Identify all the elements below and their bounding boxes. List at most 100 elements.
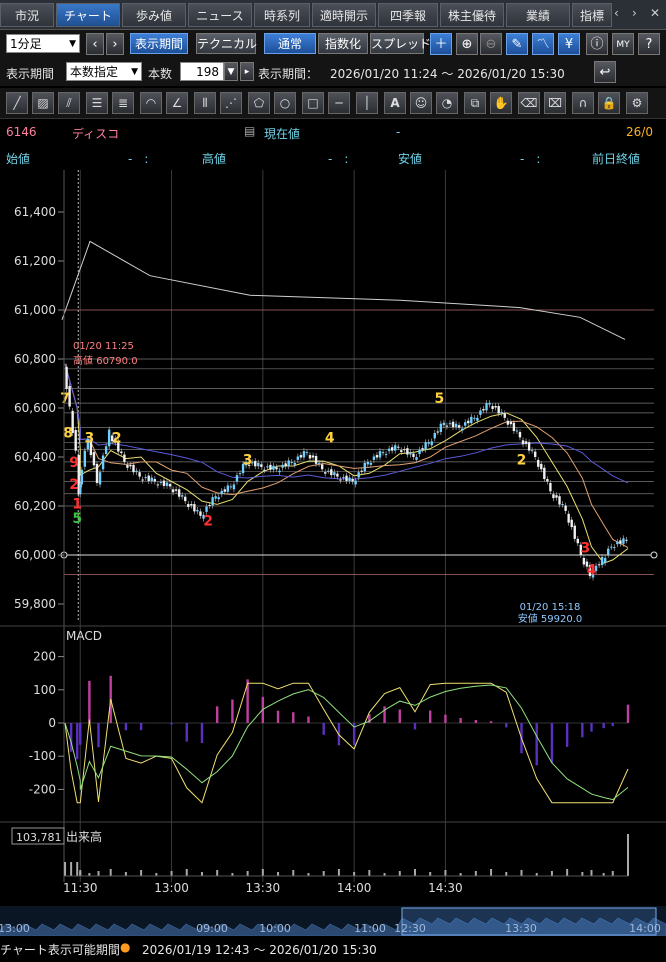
eraser-tool-icon[interactable]: ⌫ bbox=[518, 92, 540, 114]
candle-body bbox=[384, 454, 388, 456]
volume-bar bbox=[277, 872, 280, 876]
close-icon[interactable]: ✕ bbox=[650, 6, 661, 20]
trendline-tool-icon[interactable]: ╱ bbox=[6, 92, 28, 114]
candle-body bbox=[65, 366, 68, 389]
spread-button[interactable]: スプレッド bbox=[370, 33, 431, 54]
candle-body bbox=[327, 470, 330, 472]
tab-shareholder-benefits[interactable]: 株主優待 bbox=[440, 3, 504, 27]
fib-retracement-tool-icon[interactable]: ≣ bbox=[112, 92, 134, 114]
volume-bar bbox=[88, 873, 91, 876]
tab-disclosure[interactable]: 適時開示 bbox=[312, 3, 376, 27]
tab-earnings[interactable]: 業績 bbox=[506, 3, 570, 27]
count-dropdown-icon[interactable]: ▼ bbox=[224, 62, 238, 81]
volume-bar bbox=[70, 862, 73, 876]
zoom-in-icon[interactable]: ⊕ bbox=[456, 33, 478, 55]
tab-indicators[interactable]: 指標 bbox=[572, 3, 612, 27]
macd-histogram-bar bbox=[307, 716, 310, 723]
macd-histogram-bar bbox=[626, 704, 630, 723]
pitchfork-tool-icon[interactable]: ⋰ bbox=[220, 92, 242, 114]
price-tick-label: 61,400 bbox=[14, 205, 56, 219]
crosshair-icon[interactable]: ＋ bbox=[430, 33, 452, 55]
yen-icon[interactable]: ¥ bbox=[558, 33, 580, 55]
count-input[interactable]: 198 bbox=[180, 62, 224, 81]
horizontal-line-drawings bbox=[60, 309, 658, 575]
macd-histogram-bar bbox=[611, 723, 614, 727]
gann-tool-icon[interactable]: ∠ bbox=[166, 92, 188, 114]
next-button[interactable]: › bbox=[106, 33, 124, 55]
pencil-icon[interactable]: ✎ bbox=[506, 33, 528, 55]
tab-ticks[interactable]: 歩み値 bbox=[122, 3, 186, 27]
hand-tool-icon[interactable]: ✋ bbox=[490, 92, 512, 114]
low-value: - : bbox=[520, 152, 541, 166]
vertical-lines-tool-icon[interactable]: ⦀ bbox=[194, 92, 216, 114]
interval-select[interactable]: 1分足 ▼ bbox=[6, 34, 80, 53]
open-label: 始値 bbox=[6, 152, 31, 166]
index-button[interactable]: 指数化 bbox=[318, 33, 368, 54]
magnet-tool-icon[interactable]: ∩ bbox=[572, 92, 594, 114]
reset-icon[interactable]: ↩ bbox=[594, 61, 616, 83]
help-icon[interactable]: ? bbox=[638, 33, 660, 55]
candle-body bbox=[229, 486, 233, 488]
count-mode-select[interactable]: 本数指定 ▼ bbox=[66, 62, 142, 81]
fan-tool-icon[interactable]: ◠ bbox=[140, 92, 162, 114]
tab-news[interactable]: ニュース bbox=[188, 3, 252, 27]
lock-tool-icon[interactable]: 🔒 bbox=[598, 92, 620, 114]
text-tool-icon[interactable]: A bbox=[384, 92, 406, 114]
settings-gear-icon[interactable]: ⚙ bbox=[626, 92, 648, 114]
candle-body bbox=[375, 455, 379, 458]
candle-body bbox=[141, 479, 144, 481]
macd-tick-label: -200 bbox=[29, 782, 56, 796]
candle-body bbox=[485, 403, 488, 411]
trend-marker: 3 bbox=[581, 541, 591, 557]
macd-tick-label: 100 bbox=[33, 683, 56, 697]
channel-tool-icon[interactable]: ⫽ bbox=[58, 92, 80, 114]
macd-panel: MACD 200 100 0 -100 -200 bbox=[0, 625, 666, 804]
ruler-tool-icon[interactable]: ▨ bbox=[32, 92, 54, 114]
candle-body bbox=[488, 403, 491, 405]
horizontal-line-tool-icon[interactable]: ─ bbox=[328, 92, 350, 114]
candle-body bbox=[445, 425, 449, 427]
my-chart-icon[interactable]: MY bbox=[612, 33, 634, 55]
trend-marker: 2 bbox=[112, 430, 122, 446]
info-icon[interactable]: ⓘ bbox=[586, 33, 608, 55]
volume-label: 出来高 bbox=[66, 829, 102, 844]
period-button[interactable]: 表示期間 bbox=[130, 33, 188, 54]
icon-tool-icon[interactable]: ☺ bbox=[410, 92, 432, 114]
navigator-tick-label: 11:00 bbox=[354, 922, 386, 935]
pie-tool-icon[interactable]: ◔ bbox=[436, 92, 458, 114]
line-chart-icon[interactable]: 〽 bbox=[532, 33, 554, 55]
tab-shikiho[interactable]: 四季報 bbox=[378, 3, 438, 27]
stock-name: ディスコ bbox=[72, 127, 120, 141]
rectangle-tool-icon[interactable]: □ bbox=[302, 92, 324, 114]
candle-body bbox=[567, 513, 570, 523]
tab-market[interactable]: 市況 bbox=[0, 3, 54, 27]
technical-button[interactable]: テクニカル bbox=[196, 33, 257, 54]
period-navigator[interactable]: 13:00 09:00 10:00 11:00 12:30 13:30 14:00 bbox=[0, 906, 666, 937]
vertical-line-tool-icon[interactable]: │ bbox=[356, 92, 378, 114]
pentagon-tool-icon[interactable]: ⬠ bbox=[248, 92, 270, 114]
zoom-out-icon[interactable]: ⊖ bbox=[480, 33, 502, 55]
tab-prev-icon[interactable]: ‹ bbox=[614, 6, 619, 20]
candle-body bbox=[439, 423, 443, 433]
normal-button[interactable]: 通常 bbox=[264, 33, 316, 54]
tab-timeseries[interactable]: 時系列 bbox=[254, 3, 310, 27]
candle-body bbox=[616, 541, 619, 545]
circle-tool-icon[interactable]: ○ bbox=[274, 92, 296, 114]
tab-chart[interactable]: チャート bbox=[56, 3, 120, 27]
tab-next-icon[interactable]: › bbox=[632, 6, 637, 20]
candle-body bbox=[317, 462, 321, 464]
candle-body bbox=[403, 449, 406, 451]
price-tick-label: 60,200 bbox=[14, 499, 56, 513]
eraser-all-tool-icon[interactable]: ⌧ bbox=[544, 92, 566, 114]
candle-body bbox=[345, 475, 348, 482]
navigator-canvas[interactable]: 13:00 09:00 10:00 11:00 12:30 13:30 14:00 bbox=[0, 906, 666, 937]
copy-tool-icon[interactable]: ⧉ bbox=[464, 92, 486, 114]
macd-histogram-bar bbox=[505, 723, 508, 728]
volume-bar bbox=[627, 834, 629, 876]
horizontal-lines-tool-icon[interactable]: ☰ bbox=[86, 92, 108, 114]
count-stepper[interactable]: ▸ bbox=[240, 62, 254, 81]
candle-body bbox=[223, 489, 227, 492]
prev-button[interactable]: ‹ bbox=[86, 33, 104, 55]
ma-long bbox=[64, 363, 629, 484]
